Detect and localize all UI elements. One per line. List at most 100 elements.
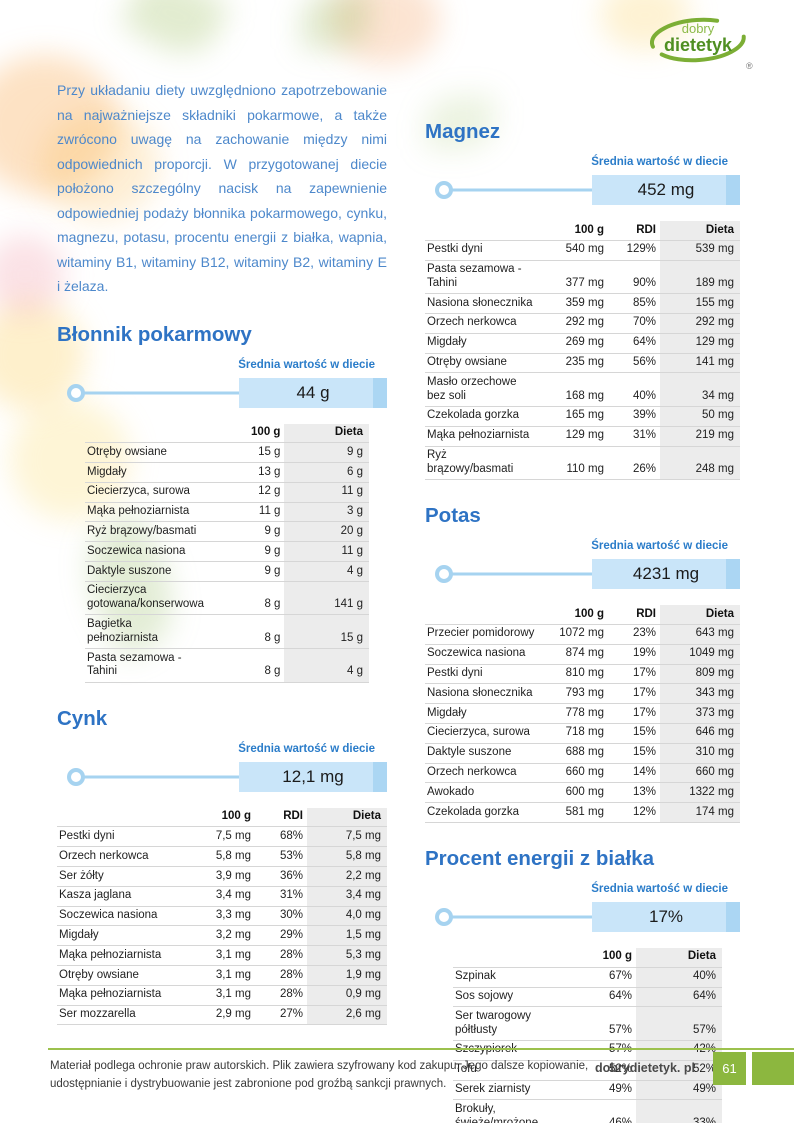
value-cell: 28% [255,984,307,1006]
orange-decoration [330,0,440,65]
table-row: Pestki dyni 7,5 mg 68% 7,5 mg [57,826,387,847]
food-name-cell: Sos sojowy [453,986,558,1007]
dieta-value-cell: 2,6 mg [307,1004,387,1025]
dieta-value-cell: 57% [636,1006,722,1041]
section-cynk: Cynk Średnia wartość w diecie 12,1 mg 100 g… [57,707,387,1026]
table-potas: 100 g RDI Dieta Przecier pomidorowy 1072 mg 2… [425,605,740,823]
table-row: Mąka pełnoziarnista 3,1 mg 28% 5,3 mg [57,945,387,966]
section-title-cynk: Cynk [57,706,108,730]
table-row: Ryż brązowy/basmati 9 g 20 g [85,521,369,542]
value-cell: 17% [608,703,660,724]
table-header-dieta: Dieta [660,605,740,625]
dieta-value-cell: 64% [636,986,722,1007]
slider-track [449,572,598,576]
dieta-value-cell: 174 mg [660,802,740,823]
dieta-value-cell: 20 g [284,521,369,542]
value-cell: 9 g [208,541,285,562]
table-row: Migdały 778 mg 17% 373 mg [425,703,740,724]
table-row: Nasiona słonecznika 793 mg 17% 343 mg [425,683,740,704]
avg-value: 12,1 mg [282,766,344,786]
value-cell: 23% [608,623,660,645]
value-cell: 600 mg [540,782,608,803]
value-cell: 3,4 mg [187,885,255,907]
dieta-value-cell: 1322 mg [660,782,740,803]
food-name-cell: Pestki dyni [425,663,540,684]
value-cell: 39% [608,405,660,427]
dieta-value-cell: 539 mg [660,239,740,261]
value-cell: 40% [608,372,660,407]
avg-value-label: Średnia wartość w diecie [591,540,728,553]
food-name-cell: Migdały [57,925,187,946]
logo-text-name: dietetyk [664,35,733,55]
table-row: Tofu 52% 52% [453,1059,722,1080]
corner-green-block [752,1052,794,1085]
table-row: Migdały 269 mg 64% 129 mg [425,332,740,354]
value-cell: 129 mg [540,425,608,447]
food-name-cell: Awokado [425,782,540,803]
value-cell: 14% [608,762,660,783]
logo-text-top: dobry [682,21,715,36]
value-cell: 28% [255,965,307,986]
table-row: Kasza jaglana 3,4 mg 31% 3,4 mg [57,885,387,907]
avg-value-box: 12,1 mg [239,761,387,792]
value-cell: 57% [558,1006,636,1041]
table-header-100g: 100 g [574,607,604,620]
value-cell: 64% [558,986,636,1007]
value-cell: 15 g [208,442,285,463]
website-link[interactable]: dobrydietetyk. pl [594,1061,695,1075]
value-cell: 2,9 mg [187,1004,255,1025]
leaf-decoration [118,0,232,68]
value-cell: 3,3 mg [187,905,255,926]
dieta-value-cell: 373 mg [660,703,740,724]
table-header-empty [453,948,558,967]
food-name-cell: Ser twarogowy półtłusty [453,1006,558,1041]
food-name-cell: Mąka pełnoziarnista [85,501,208,522]
food-name-cell: Migdały [425,703,540,724]
food-name-cell: Czekolada gorzka [425,405,540,427]
avg-value-slider: 4231 mg [425,559,740,590]
avg-value-box-strip [726,901,740,932]
value-cell: 56% [608,352,660,373]
value-cell: 12 g [208,481,285,503]
avg-value-slider: 12,1 mg [57,761,387,792]
avg-value-label: Średnia wartość w diecie [591,156,728,168]
table-row: Otręby owsiane 235 mg 56% 141 mg [425,352,740,373]
dieta-value-cell: 4,0 mg [307,905,387,926]
table-row: Ciecierzyca, surowa 718 mg 15% 646 mg [425,722,740,744]
table-header-empty [425,605,540,624]
dieta-value-cell: 129 mg [660,332,740,354]
table-row: Orzech nerkowca 292 mg 70% 292 mg [425,312,740,334]
value-cell: 1072 mg [540,623,608,645]
value-cell: 874 mg [540,643,608,665]
avg-value-box: 44 g [239,377,387,408]
value-cell: 49% [558,1079,636,1100]
value-cell: 13 g [208,462,285,483]
value-cell: 110 mg [540,445,608,480]
food-name-cell: Otręby owsiane [85,442,208,463]
avg-value-slider: 452 mg [425,175,740,205]
table-header-100g: 100 g [251,426,281,438]
section-magnez: Magnez Średnia wartość w diecie 452 mg 100 … [425,120,740,481]
value-cell: 12% [608,802,660,823]
column-right: Magnez Średnia wartość w diecie 452 mg 100 … [425,96,740,1123]
dobry-dietetyk-logo: dobry dietetyk ® [638,6,763,76]
table-header-100g: 100 g [574,223,604,236]
avg-value-box-strip [373,761,387,792]
avg-value-label: Średnia wartość w diecie [238,742,375,755]
dieta-value-cell: 9 g [284,442,369,463]
table-header-empty [425,221,540,240]
dieta-value-cell: 660 mg [660,762,740,783]
value-cell: 36% [255,866,307,887]
value-cell: 581 mg [540,802,608,823]
table-row: Przecier pomidorowy 1072 mg 23% 643 mg [425,623,740,645]
section-blonnik: Błonnik pokarmowy Średnia wartość w dieci… [57,323,387,683]
food-name-cell: Brokuły, świeże/mrożone [453,1099,558,1123]
table-header-rdi: RDI [636,607,656,620]
value-cell: 8 g [208,614,285,649]
value-cell: 70% [608,312,660,334]
value-cell: 11 g [208,501,285,522]
food-name-cell: Otręby owsiane [425,352,540,373]
section-title-magnez: Magnez [425,120,501,143]
